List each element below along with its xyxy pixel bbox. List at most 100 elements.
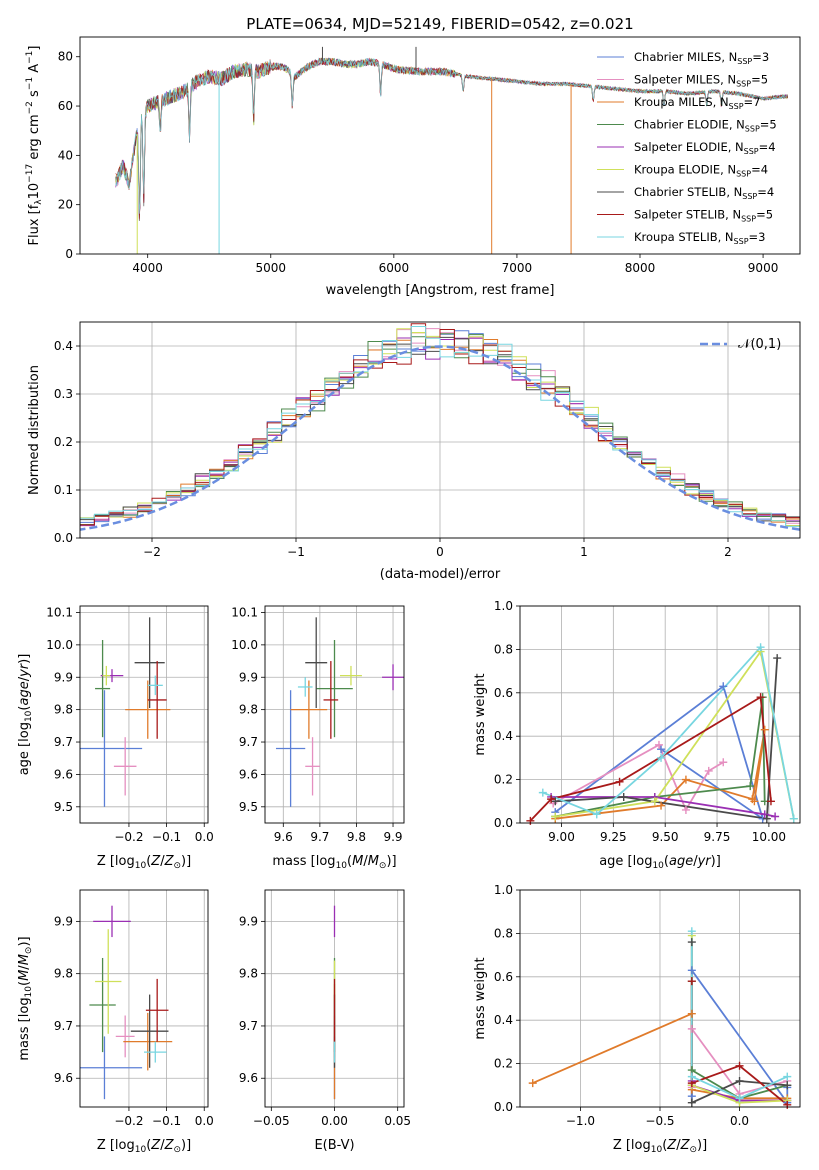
y-tick-label: 0.0 (494, 816, 513, 830)
y-tick-label: 10.1 (231, 605, 258, 619)
series-line (551, 796, 776, 818)
data-marker (687, 977, 696, 986)
y-tick-label: 0.1 (54, 483, 73, 497)
age_vs_Z-panel: −0.2 −0.1 0.0 9.5 9.6 9.7 9.8 9.9 10.0 10.1 Z [log… (17, 605, 214, 871)
legend-entry: 𝒩(0,1) (738, 337, 781, 352)
data-marker (783, 1081, 792, 1090)
x-tick-label: −0.05 (253, 1114, 290, 1128)
x-tick-label: 0.00 (321, 1114, 348, 1128)
series-line (554, 684, 765, 821)
y-tick-label: 0.4 (494, 1013, 513, 1027)
x-axis-label: E(B-V) (314, 1138, 354, 1153)
data-marker (650, 797, 659, 806)
y-tick-label: 0 (65, 247, 73, 261)
x-tick-label: 0.0 (195, 1114, 214, 1128)
plot-content (80, 617, 171, 807)
y-tick-label: 9.9 (239, 670, 258, 684)
x-axis-label: Z [log10(Z/Z⊙)] (97, 1138, 191, 1155)
spectrum-panel: 4000 5000 6000 7000 8000 9000 0 20 40 60 80 wavelen… (25, 36, 801, 298)
y-tick-label: 9.9 (54, 914, 73, 928)
axes-frame (264, 605, 405, 824)
legend-entry: Kroupa MILES, NSSP=7 (634, 95, 760, 111)
data-marker (756, 643, 765, 652)
y-tick-label: 9.7 (54, 1019, 73, 1033)
plot-content (80, 323, 800, 531)
y-tick-label: 0.8 (494, 926, 513, 940)
y-tick-label: 80 (58, 50, 73, 64)
spectrum-line (115, 57, 788, 214)
data-marker (719, 758, 728, 767)
data-marker (528, 1079, 537, 1088)
data-marker (735, 1076, 744, 1085)
legend-entry: Chabrier ELODIE, NSSP=5 (634, 118, 777, 134)
x-tick-label: 0.0 (195, 830, 214, 844)
data-marker (551, 812, 560, 821)
x-tick-label: 9000 (748, 261, 779, 275)
data-marker (735, 1061, 744, 1070)
y-tick-label: 9.6 (54, 767, 73, 781)
legend-entry: Salpeter ELODIE, NSSP=4 (634, 140, 776, 156)
data-marker (592, 810, 601, 819)
y-tick-label: 9.7 (239, 735, 258, 749)
x-tick-label: 7000 (502, 261, 533, 275)
x-tick-label: −1.0 (566, 1114, 595, 1128)
x-tick-label: 9.9 (383, 830, 402, 844)
x-tick-label: 10.00 (752, 830, 786, 844)
x-tick-label: −0.2 (114, 830, 143, 844)
y-axis-label: mass [log10(M/M⊙)] (17, 936, 34, 1060)
x-tick-label: 9.50 (652, 830, 679, 844)
series-line (555, 658, 779, 820)
y-tick-label: 9.7 (54, 735, 73, 749)
x-tick-label: 9.8 (347, 830, 366, 844)
x-tick-label: −0.5 (645, 1114, 674, 1128)
axes-frame (264, 889, 405, 1108)
plot-content (80, 905, 173, 1100)
y-tick-label: 9.6 (54, 1071, 73, 1085)
mass_vs_EBV-panel: −0.05 0.00 0.05 9.6 9.7 9.8 9.9 E(B-V) (239, 889, 411, 1153)
y-tick-label: 9.6 (239, 767, 258, 781)
legend-entry: Kroupa ELODIE, NSSP=4 (634, 163, 768, 179)
y-tick-label: 40 (58, 148, 73, 162)
data-marker (735, 1094, 744, 1103)
y-tick-label: 0.0 (494, 1100, 513, 1114)
y-tick-label: 9.8 (239, 703, 258, 717)
data-marker (687, 1024, 696, 1033)
data-marker (760, 810, 769, 819)
data-marker (760, 725, 769, 734)
axes-frame (79, 605, 209, 824)
data-marker (762, 814, 771, 823)
data-marker (538, 788, 547, 797)
x-tick-label: 9.25 (600, 830, 627, 844)
x-tick-label: 2 (724, 545, 732, 559)
axes-frame (79, 321, 801, 539)
x-tick-label: 8000 (625, 261, 656, 275)
data-marker (789, 814, 798, 823)
data-marker (783, 1072, 792, 1081)
series-line (690, 931, 788, 1100)
plot-content (275, 617, 404, 807)
data-marker (526, 816, 535, 825)
axes-frame (519, 889, 801, 1108)
residuals-panel: −2 −1 0 1 2 0.0 0.1 0.2 0.3 0.4 𝒩(0,1) (data-model)… (27, 321, 801, 582)
data-marker (657, 753, 666, 762)
data-marker (687, 966, 696, 975)
y-tick-label: 0.6 (494, 686, 513, 700)
plot-content (115, 46, 789, 254)
normal-curve (80, 345, 800, 531)
data-marker (750, 797, 759, 806)
y-tick-label: 0.4 (54, 339, 73, 353)
x-axis-label: wavelength [Angstrom, rest frame] (326, 283, 555, 298)
x-axis-label: age [log10(age/yr)] (599, 854, 721, 871)
data-marker (657, 745, 666, 754)
y-tick-label: 0.3 (54, 387, 73, 401)
x-tick-label: 9.00 (548, 830, 575, 844)
x-tick-label: 5000 (255, 261, 286, 275)
data-marker (771, 812, 780, 821)
x-tick-label: −0.1 (152, 830, 181, 844)
x-tick-label: −1 (287, 545, 305, 559)
x-axis-label: (data-model)/error (380, 567, 501, 582)
x-tick-label: 0.0 (730, 1114, 749, 1128)
x-tick-label: 9.6 (274, 830, 293, 844)
y-tick-label: 1.0 (494, 599, 513, 613)
y-axis-label: Normed distribution (27, 365, 42, 495)
